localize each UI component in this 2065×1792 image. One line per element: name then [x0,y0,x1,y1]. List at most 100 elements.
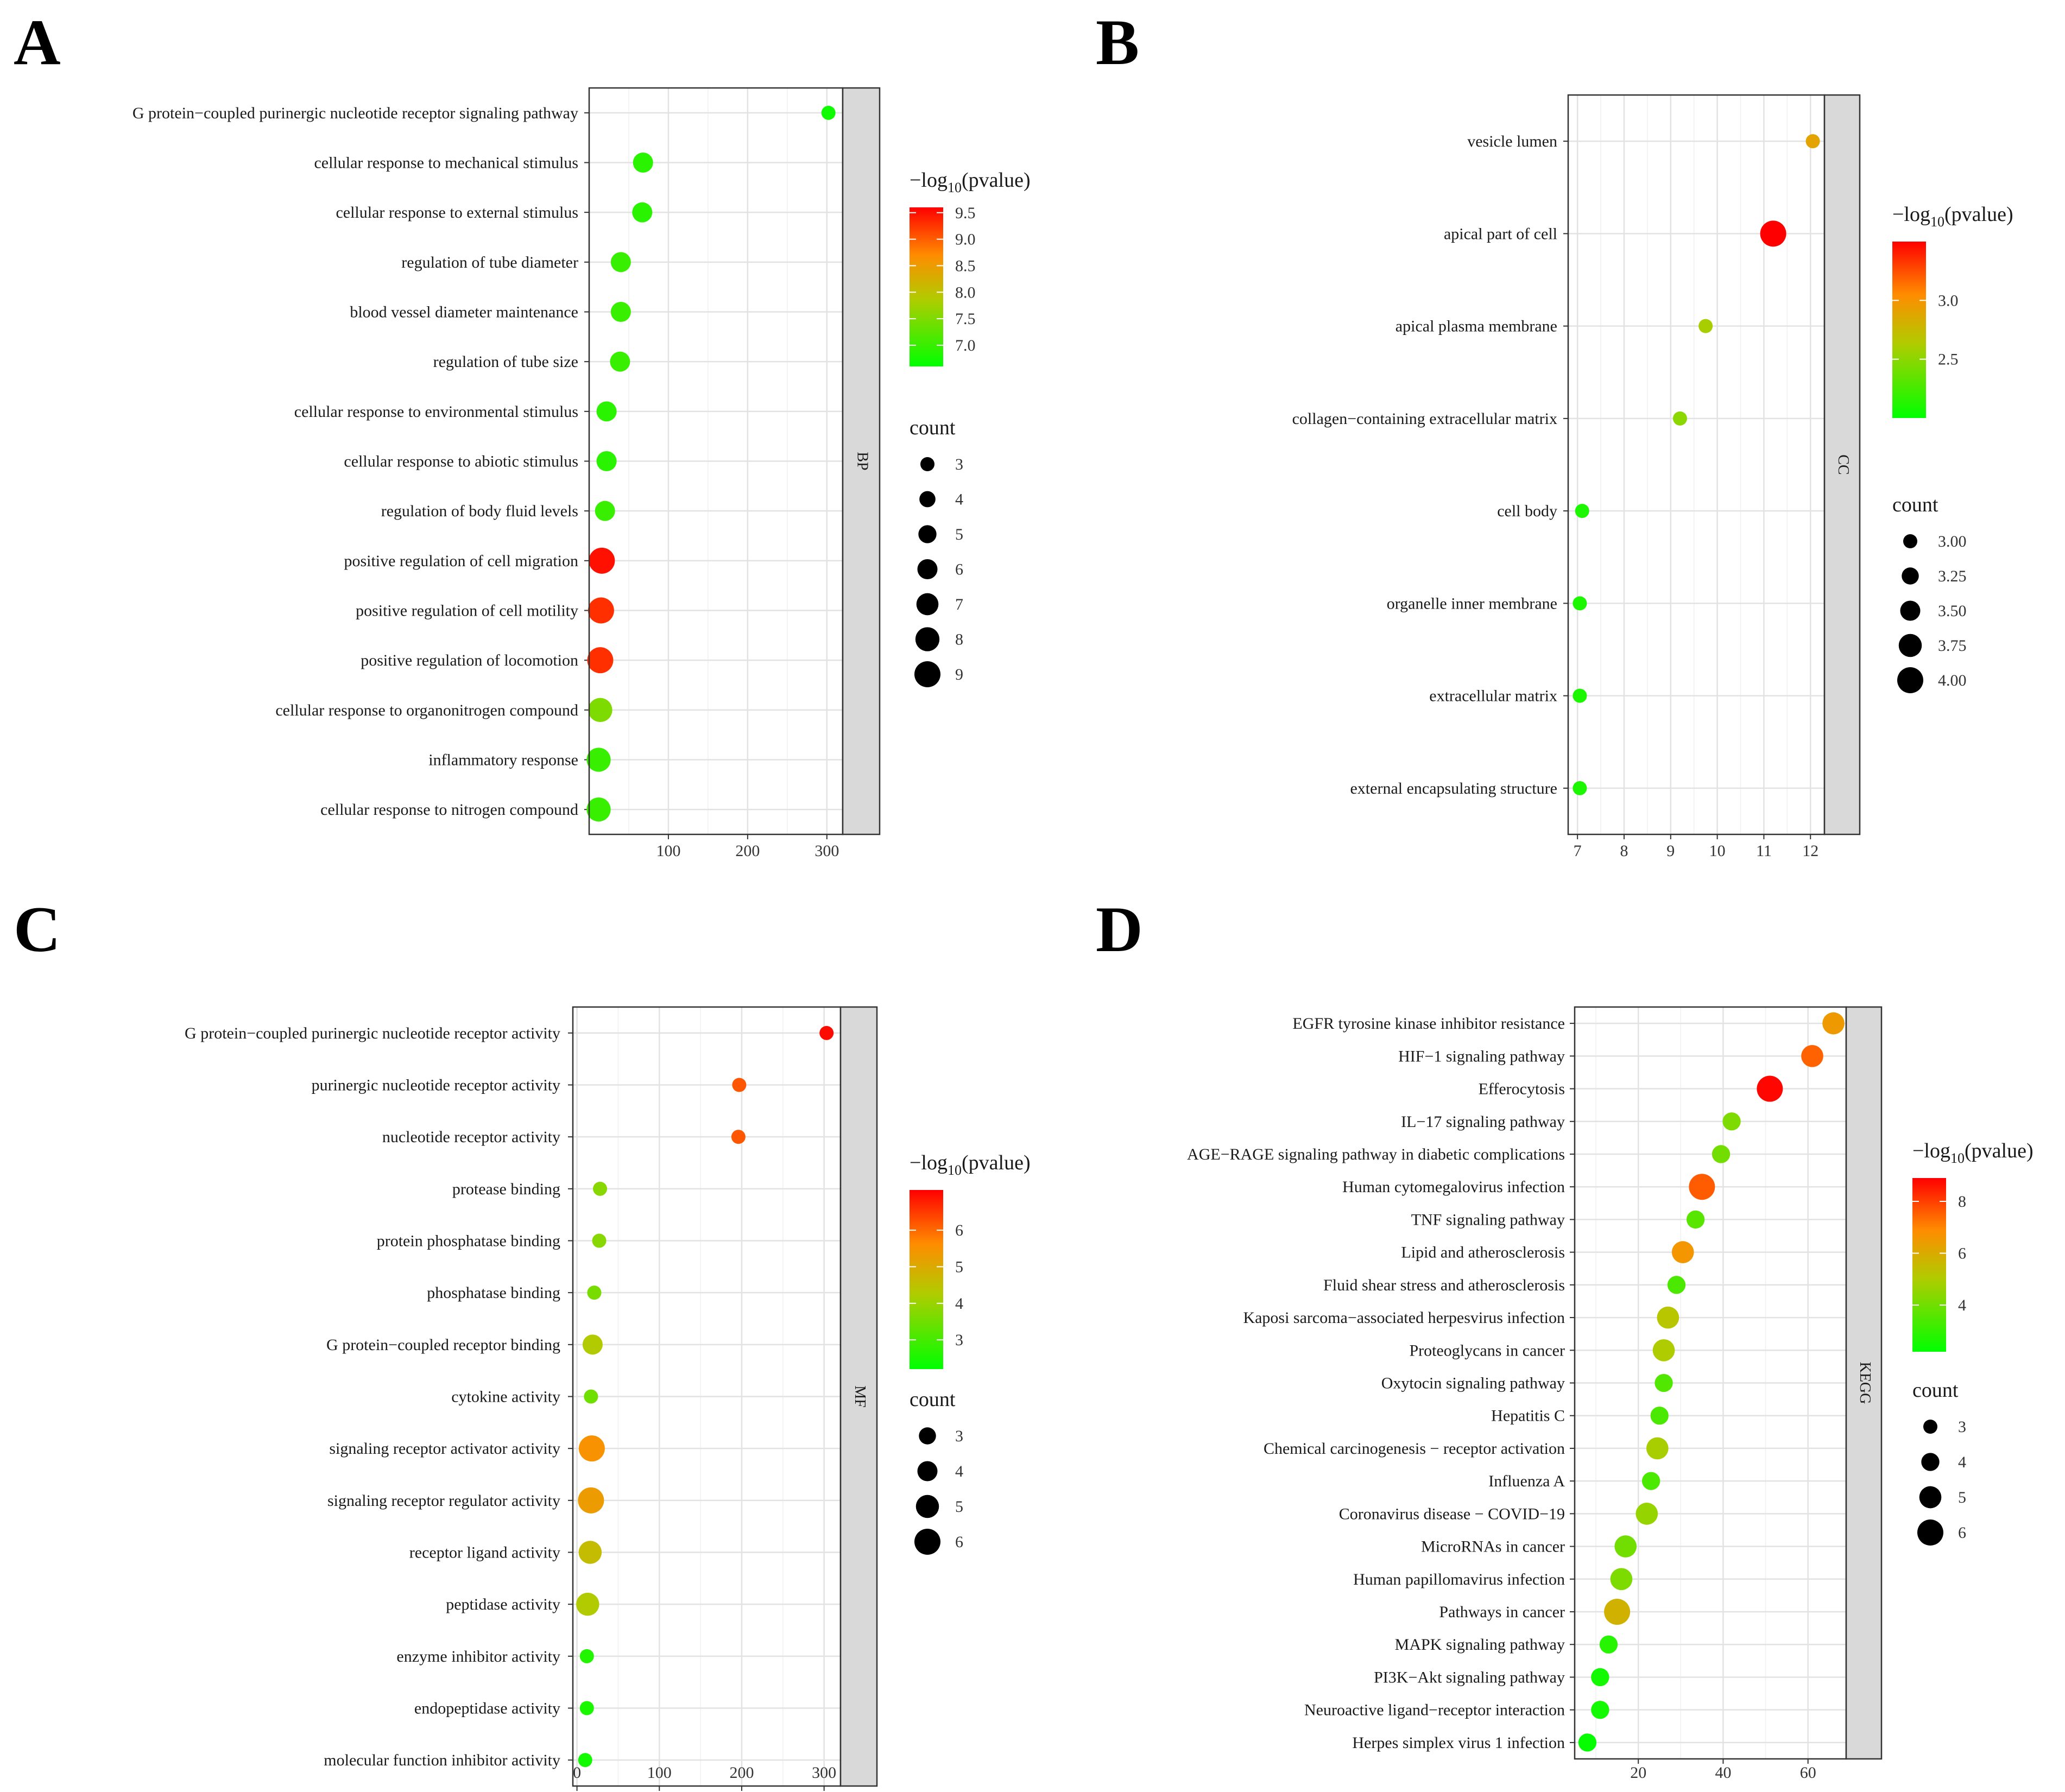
legend-title-prefix: −log [1892,203,1930,226]
category-label: Lipid and atherosclerosis [1401,1244,1565,1262]
legend-title-suffix: (pvalue) [962,169,1031,192]
data-point [579,1701,594,1715]
size-legend-dot [917,1461,938,1481]
facet-strip [839,1006,878,1787]
data-point [588,597,614,624]
category-label: cellular response to environmental stimu… [294,403,578,421]
color-bar [910,1190,943,1369]
data-point [1822,1012,1845,1035]
category-label: Coronavirus disease − COVID−19 [1339,1505,1565,1523]
category-label: G protein−coupled receptor binding [326,1336,560,1354]
panel-c: C G protein−coupled purinergic nucleotid… [14,893,1031,1791]
category-label: MicroRNAs in cancer [1421,1538,1565,1556]
category-label: Proteoglycans in cancer [1409,1341,1565,1359]
size-legend-dot [1897,667,1923,693]
color-legend-label: 4 [1958,1296,1966,1314]
size-legend-dot [917,559,938,579]
data-point [1801,1044,1823,1067]
data-point [1635,1503,1658,1525]
data-point [584,1389,598,1404]
color-bar [1892,242,1926,418]
category-label: protein phosphatase binding [377,1232,560,1250]
chart-c: G protein−coupled purinergic nucleotide … [185,1006,1031,1791]
data-point [589,547,615,574]
data-point [588,698,612,723]
size-legend-label: 5 [955,1498,963,1516]
data-point [1591,1668,1609,1687]
data-point [1578,1733,1597,1752]
size-legend-dot [1919,1486,1942,1509]
category-label: cell body [1497,502,1557,520]
color-legend-title: −log10(pvalue) [1892,203,2013,230]
data-point [1573,596,1587,611]
x-tick-label: 300 [814,842,839,860]
data-point [632,202,653,223]
color-legend-label: 9.5 [955,204,976,222]
color-legend: −log10(pvalue) 2.5 3.0 [1892,203,2013,418]
size-legend-dot [915,1495,939,1518]
legend-title-subscript: 10 [948,180,962,195]
size-legend-dot [914,661,940,687]
x-tick-label: 100 [647,1764,672,1782]
data-point [732,1078,747,1092]
data-point [1591,1701,1609,1719]
data-point [582,1334,603,1355]
size-legend-dot [914,1529,940,1555]
size-legend-dot [915,627,940,651]
x-tick-label: 9 [1666,842,1675,860]
data-point [579,1649,594,1663]
plot-background [1568,95,1824,834]
category-label: phosphatase binding [427,1284,560,1302]
x-tick-label: 0 [573,1764,581,1782]
data-point [1604,1599,1631,1625]
data-point [1667,1276,1686,1294]
data-point [1671,1241,1694,1263]
panel-letter: C [14,893,61,965]
category-label: peptidase activity [446,1595,560,1613]
category-label: inflammatory response [428,751,578,769]
size-legend-dot [920,457,934,471]
chart-a: G protein−coupled purinergic nucleotide … [132,87,1031,860]
data-point [1686,1210,1705,1229]
category-label: endopeptidase activity [414,1700,560,1718]
data-point [821,105,836,120]
legend-title-prefix: −log [910,1151,948,1174]
size-legend-dot [1921,1453,1940,1471]
size-legend-label: 7 [955,596,963,613]
x-tick-label: 200 [735,842,760,860]
data-point [578,1435,605,1462]
category-label: regulation of body fluid levels [381,502,578,520]
category-label: apical plasma membrane [1395,318,1557,335]
x-tick-label: 40 [1715,1764,1731,1782]
data-point [1654,1373,1673,1392]
x-tick-label: 100 [656,842,680,860]
category-label: collagen−containing extracellular matrix [1292,410,1557,428]
data-point [587,1286,602,1300]
category-label: Kaposi sarcoma−associated herpesvirus in… [1243,1309,1565,1327]
x-tick-label: 200 [729,1764,754,1782]
x-tick-label: 11 [1756,842,1772,860]
category-label: cellular response to abiotic stimulus [344,453,578,471]
size-legend-label: 4 [955,491,963,509]
color-legend-label: 6 [1958,1245,1966,1263]
data-point [587,647,614,674]
category-label: Neuroactive ligand−receptor interaction [1304,1701,1565,1719]
category-label: Efferocytosis [1479,1080,1565,1098]
size-legend: count 3 4 5 6 [910,1388,963,1555]
size-legend-label: 3.75 [1938,637,1967,655]
data-point [1646,1437,1669,1460]
category-label: Herpes simplex virus 1 infection [1352,1734,1565,1752]
size-legend-label: 6 [955,561,963,579]
category-label: protease binding [452,1180,560,1198]
color-legend-label: 8.0 [955,283,976,301]
data-point [1672,411,1687,426]
size-legend-label: 3.50 [1938,602,1967,620]
data-point [1657,1306,1679,1329]
legend-title-suffix: (pvalue) [1965,1139,2034,1162]
category-label: organelle inner membrane [1387,594,1557,612]
category-label: positive regulation of locomotion [361,651,578,669]
data-point [1805,134,1820,149]
data-point [1712,1145,1731,1163]
data-point [1698,319,1713,333]
panel-letter: D [1096,893,1143,965]
